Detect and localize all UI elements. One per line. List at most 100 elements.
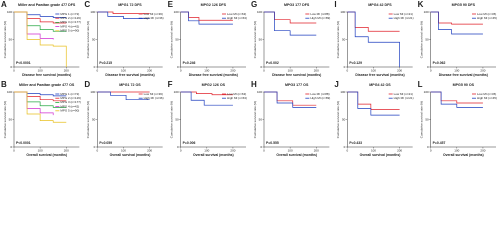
y-tick-label: 0 [344, 145, 346, 149]
x-tick-label: 100 [288, 148, 293, 152]
legend-label: MPG 2 (n=126) [60, 16, 81, 20]
y-tick-label: 0 [260, 145, 262, 149]
y-tick-label: 0 [344, 65, 346, 69]
legend-label: Low MI (n=63) [227, 92, 246, 96]
x-tick-label: 200 [147, 148, 152, 152]
y-tick-label: 0 [427, 145, 429, 149]
y-tick-label: 0 [94, 65, 96, 69]
panel-letter: C [84, 0, 90, 9]
panel-title: MPG3 177 DFS [284, 3, 310, 7]
legend-label: High MI (n=36) [144, 96, 164, 100]
x-tick-label: 200 [64, 68, 69, 72]
x-tick-label: 0 [13, 148, 15, 152]
x-tick-label: 100 [38, 68, 43, 72]
legend-label: High MI (n=45) [477, 16, 497, 20]
x-tick-label: 200 [397, 68, 402, 72]
y-tick-label: 100 [340, 90, 345, 94]
x-axis-label: Disease free survival (months) [105, 73, 154, 77]
x-axis-label: Disease free survival (months) [272, 73, 321, 77]
x-tick-label: 0 [263, 68, 265, 72]
x-tick-label: 0 [263, 148, 265, 152]
y-axis-label: Cumulative survival rate (%) [419, 21, 423, 59]
legend-label: High MI (n=21) [394, 96, 414, 100]
panel-title: MPG5 90 DFS [452, 3, 476, 7]
legend-label: MPG 1 (n=72) [60, 12, 79, 16]
y-tick-label: 100 [90, 90, 95, 94]
x-axis-label: Overall survival (months) [26, 153, 67, 157]
x-tick-label: 100 [288, 68, 293, 72]
x-tick-label: 200 [314, 68, 319, 72]
x-axis-label: Overall survival (months) [110, 153, 151, 157]
survival-curve [430, 91, 483, 108]
y-tick-label: 100 [90, 10, 95, 14]
y-axis-label: Cumulative survival rate (%) [253, 101, 257, 139]
panel-title: MPG1 72 OS [119, 83, 141, 87]
p-value: P=0.555 [266, 141, 279, 145]
x-tick-label: 100 [121, 148, 126, 152]
y-tick-label: 50 [342, 37, 346, 41]
y-tick-label: 0 [427, 65, 429, 69]
panel-letter: J [334, 80, 338, 89]
x-tick-label: 100 [371, 148, 376, 152]
legend-label: Low MI (n=45) [477, 92, 496, 96]
panel-letter: F [168, 80, 173, 89]
legend-label: High MI (n=89) [310, 96, 330, 100]
x-tick-label: 200 [314, 148, 319, 152]
y-tick-label: 0 [10, 65, 12, 69]
x-tick-label: 200 [480, 68, 485, 72]
survival-curve [14, 11, 67, 67]
x-tick-label: 200 [147, 68, 152, 72]
x-tick-label: 100 [121, 68, 126, 72]
legend-label: MPG 2 (n=126) [60, 96, 81, 100]
x-tick-label: 100 [204, 68, 209, 72]
y-tick-label: 50 [175, 37, 179, 41]
x-axis-label: Disease free survival (months) [189, 73, 238, 77]
x-axis-label: Overall survival (months) [193, 153, 234, 157]
panel-title: MPG3 177 OS [285, 83, 309, 87]
x-tick-label: 0 [96, 148, 98, 152]
y-tick-label: 50 [92, 37, 96, 41]
y-axis-label: Cumulative survival rate (%) [86, 101, 90, 139]
legend-label: Low MI (n=88) [310, 12, 329, 16]
y-axis-label: Cumulative survival rate (%) [3, 21, 7, 59]
y-tick-label: 100 [424, 90, 429, 94]
x-tick-label: 0 [346, 68, 348, 72]
y-tick-label: 50 [9, 117, 13, 121]
legend-label: Low MI (n=36) [144, 12, 163, 16]
x-tick-label: 100 [371, 68, 376, 72]
survival-curve [14, 91, 54, 116]
y-tick-label: 100 [174, 90, 179, 94]
survival-curve [180, 11, 233, 25]
x-tick-label: 200 [480, 148, 485, 152]
y-axis-label: Cumulative survival rate (%) [86, 21, 90, 59]
survival-curve [97, 11, 150, 19]
x-tick-label: 0 [346, 148, 348, 152]
y-tick-label: 0 [177, 65, 179, 69]
x-axis-label: Disease free survival (months) [355, 73, 404, 77]
survival-curve [264, 91, 317, 108]
y-tick-label: 50 [425, 117, 429, 121]
x-tick-label: 100 [204, 148, 209, 152]
p-value: P=0.129 [349, 61, 362, 65]
panel-title: MPG2 126 OS [202, 83, 226, 87]
y-tick-label: 50 [425, 37, 429, 41]
survival-curve [180, 91, 233, 96]
x-tick-label: 0 [180, 148, 182, 152]
legend-label: Low MI (n=21) [394, 92, 413, 96]
y-tick-label: 100 [174, 10, 179, 14]
legend-label: Low MI (n=63) [227, 12, 246, 16]
p-value: P=0.059 [99, 141, 112, 145]
panel-title: MPG4 42 OS [369, 83, 391, 87]
survival-curve [347, 91, 400, 110]
y-tick-label: 0 [94, 145, 96, 149]
y-axis-label: Cumulative survival rate (%) [169, 21, 173, 59]
legend-label: High MI (n=63) [227, 16, 247, 20]
